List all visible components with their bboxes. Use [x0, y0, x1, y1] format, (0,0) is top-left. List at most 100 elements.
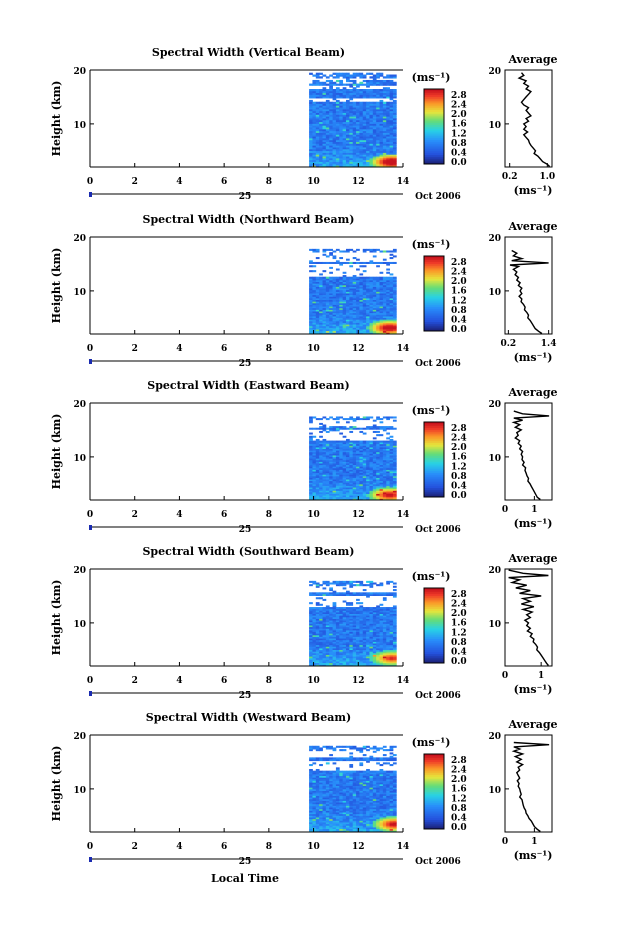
heatmap-cell	[392, 139, 397, 143]
heatmap-cell	[359, 823, 364, 826]
heatmap-cell	[349, 636, 354, 639]
heatmap-cell	[315, 654, 320, 657]
heatmap-cell	[322, 657, 327, 660]
heatmap-cell	[335, 451, 340, 454]
heatmap-cell	[312, 643, 317, 646]
heatmap-cell	[376, 472, 380, 475]
heatmap-cell	[335, 480, 340, 483]
heatmap-cell	[329, 136, 333, 139]
heatmap-cell	[362, 451, 367, 454]
heatmap-cell	[356, 818, 360, 821]
heatmap-cell	[359, 633, 364, 636]
heatmap-cell	[332, 132, 337, 135]
heatmap-cell	[349, 621, 354, 624]
heatmap-cell	[359, 605, 364, 608]
heatmap-cell	[389, 74, 394, 77]
heatmap-cell	[349, 442, 354, 445]
heatmap-cell	[339, 628, 344, 631]
heatmap-cell	[319, 820, 323, 823]
heatmap-cell	[329, 456, 333, 459]
heatmap-cell	[312, 466, 317, 469]
heatmap-cell	[386, 488, 390, 491]
heatmap-cell	[339, 477, 344, 480]
heatmap-cell	[376, 76, 380, 79]
heatmap-cell	[332, 76, 337, 79]
heatmap-cell	[345, 459, 350, 462]
heatmap-cell	[319, 498, 323, 501]
heatmap-cell	[356, 646, 360, 649]
heatmap-cell	[332, 163, 337, 166]
heatmap-cell	[379, 491, 384, 494]
heatmap-cell	[345, 443, 350, 446]
heatmap-cell	[332, 631, 337, 634]
heatmap-cell	[352, 286, 357, 289]
heatmap-cell	[345, 657, 350, 660]
heatmap-cell	[322, 647, 327, 651]
heatmap-cell	[349, 458, 354, 461]
heatmap-cell	[386, 593, 390, 596]
heatmap-cell	[359, 148, 364, 152]
heatmap-cell	[352, 488, 357, 491]
heatmap-cell	[356, 633, 360, 636]
heatmap-cell	[322, 311, 327, 314]
heatmap-cell	[315, 477, 320, 480]
heatmap-cell	[389, 828, 394, 831]
heatmap-cell	[382, 87, 387, 90]
heatmap-cell	[322, 613, 327, 616]
heatmap-cell	[339, 283, 344, 286]
colorbar-swatch	[424, 636, 444, 640]
heatmap-cells	[309, 72, 397, 168]
heatmap-cell	[325, 605, 330, 608]
heatmap-cell	[345, 119, 350, 123]
heatmap-cell	[389, 443, 394, 446]
heatmap-cell	[345, 76, 350, 79]
heatmap-cell	[312, 116, 317, 119]
heatmap-cell	[312, 296, 317, 299]
heatmap-cell	[345, 281, 350, 284]
heatmap-cell	[352, 643, 357, 646]
heatmap-cell	[376, 827, 380, 830]
heatmap-cell	[332, 634, 337, 637]
heatmap-cell	[319, 132, 323, 135]
heatmap-cell	[376, 127, 380, 130]
heatmap-cell	[312, 657, 317, 660]
heatmap-cell	[349, 482, 354, 485]
heatmap-cell	[366, 475, 370, 478]
heatmap-cell	[392, 105, 397, 108]
heatmap-cell	[379, 134, 384, 137]
heatmap-cell	[315, 119, 320, 123]
heatmap-cell	[359, 324, 364, 327]
heatmap-cell	[362, 76, 367, 79]
heatmap-cell	[352, 828, 357, 831]
x-tick-label: 10	[307, 344, 320, 354]
heatmap-cell	[339, 81, 344, 84]
heatmap-cell	[389, 125, 394, 128]
heatmap-cell	[389, 273, 394, 276]
heatmap-cell	[309, 301, 313, 304]
heatmap-cell	[349, 139, 354, 143]
heatmap-cell	[366, 130, 370, 133]
heatmap-cell	[329, 426, 333, 429]
heatmap-cell	[319, 451, 323, 454]
heatmap-cell	[372, 309, 377, 312]
heatmap-cell	[359, 822, 364, 825]
heatmap-cell	[392, 299, 397, 302]
heatmap-cell	[312, 647, 317, 651]
heatmap-cell	[386, 649, 390, 652]
heatmap-cell	[319, 96, 323, 99]
heatmap-cell	[389, 291, 394, 294]
heatmap-cell	[325, 79, 330, 83]
heatmap-cell	[309, 296, 313, 299]
heatmap-cell	[379, 626, 384, 629]
heatmap-cell	[359, 299, 364, 302]
heatmap-cell	[359, 301, 364, 304]
heatmap-cell	[386, 625, 390, 628]
heatmap-cell	[352, 621, 357, 624]
heatmap-cell	[379, 314, 384, 317]
heatmap-cell	[359, 293, 364, 296]
colorbar-swatch	[424, 644, 444, 647]
heatmap-cell	[359, 418, 364, 421]
heatmap-cell	[342, 480, 347, 483]
heatmap-cell	[372, 157, 377, 161]
heatmap-cell	[349, 827, 354, 830]
